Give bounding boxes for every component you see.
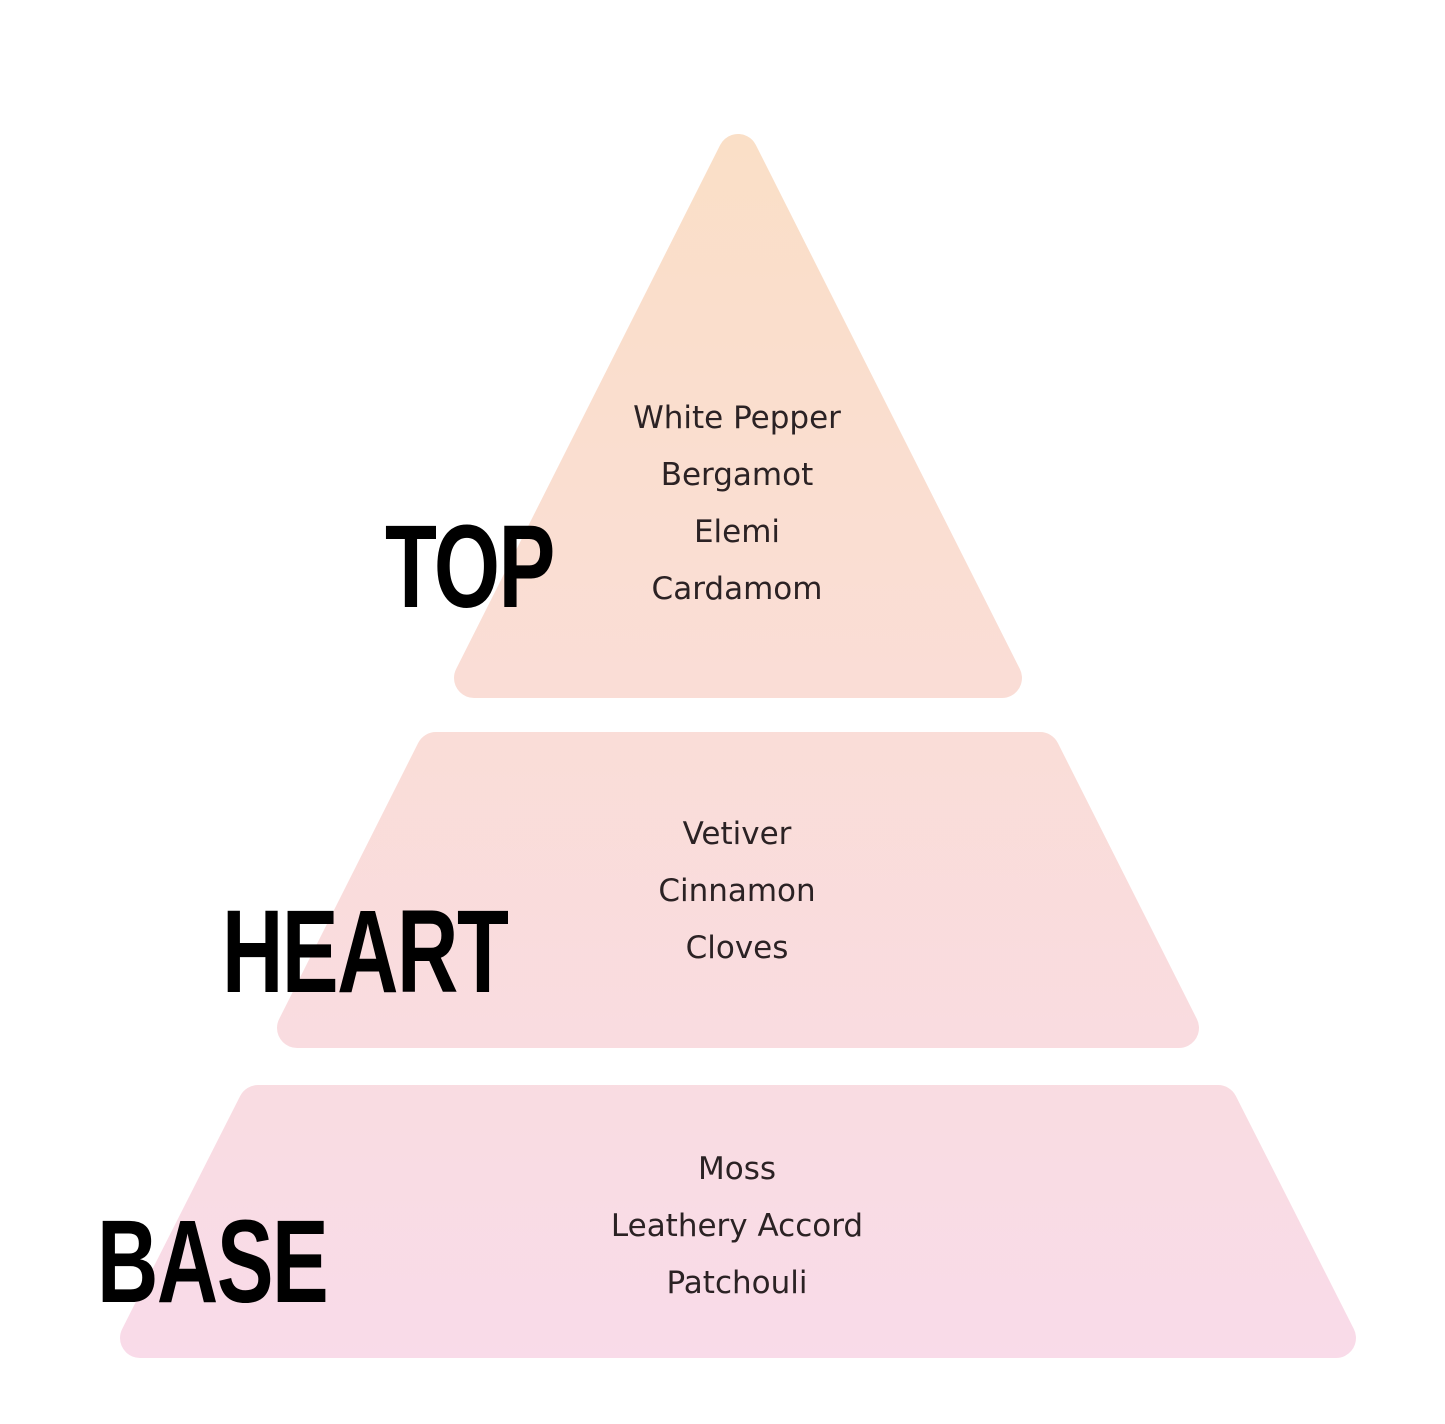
note-item: Cloves	[685, 930, 789, 966]
base-notes-list: Moss Leathery Accord Patchouli	[537, 1141, 937, 1312]
tier-label-heart: HEART	[222, 886, 509, 1018]
note-item: Cardamom	[651, 571, 823, 607]
tier-label-top: TOP	[385, 501, 555, 633]
note-item: Patchouli	[666, 1265, 808, 1301]
top-notes-list: White Pepper Bergamot Elemi Cardamom	[537, 390, 937, 618]
note-item: Moss	[697, 1151, 776, 1187]
heart-notes-list: Vetiver Cinnamon Cloves	[537, 806, 937, 977]
top-tier-shape	[454, 134, 1022, 698]
note-item: White Pepper	[633, 400, 841, 436]
heart-tier-shape	[277, 732, 1199, 1048]
tier-label-base: BASE	[97, 1196, 329, 1328]
note-item: Vetiver	[682, 816, 792, 852]
note-item: Cinnamon	[658, 873, 816, 909]
note-item: Bergamot	[660, 457, 814, 493]
base-tier-shape	[120, 1085, 1356, 1358]
note-item: Elemi	[693, 514, 781, 550]
note-item: Leathery Accord	[610, 1208, 864, 1244]
